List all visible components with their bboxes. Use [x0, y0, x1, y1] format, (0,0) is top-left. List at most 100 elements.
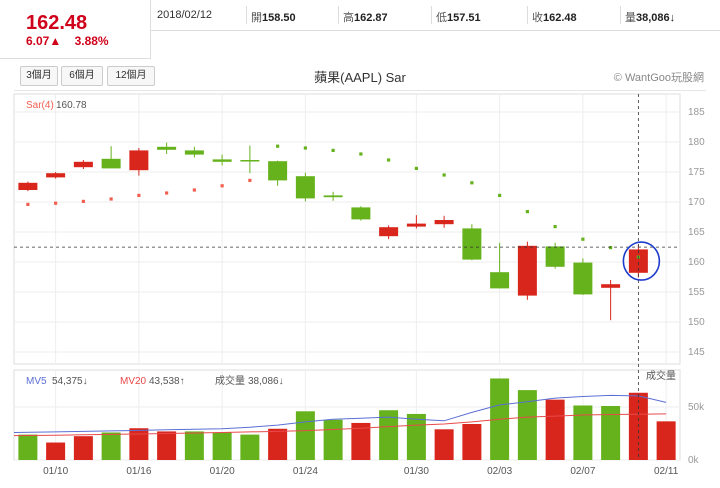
- candle-body: [268, 161, 288, 181]
- volume-y-tick: 50k: [688, 402, 705, 413]
- candle-body: [545, 246, 565, 267]
- sar-dot: [26, 202, 30, 206]
- candle-body: [573, 262, 593, 295]
- candle-body: [46, 173, 66, 178]
- sar-dot: [303, 146, 307, 150]
- mv5-line: [13, 394, 667, 433]
- sar-dot: [609, 246, 613, 250]
- candle-body: [434, 220, 454, 225]
- candle-body: [351, 207, 371, 220]
- candle-body: [184, 150, 204, 155]
- mv20-legend-value: 43,538↑: [149, 376, 185, 387]
- candle-body: [295, 176, 315, 199]
- candle-body: [73, 161, 93, 168]
- overlay: [14, 94, 680, 460]
- candle-body: [101, 158, 121, 169]
- price-y-tick: 155: [688, 287, 705, 298]
- candle-body: [212, 159, 232, 162]
- sar-dot: [54, 201, 58, 205]
- x-axis: 01/10 01/16 01/20 01/24 01/30 02/03 02/07 02/11: [43, 466, 679, 477]
- chart-toolbar: 蘋果(AAPL) Sar 3個月 6個月 12個月 © WantGoo玩股網: [14, 60, 706, 91]
- volume-bar: [157, 431, 177, 460]
- quote-panel: 162.48 6.07▲ 3.88%: [0, 0, 151, 59]
- sar-dot: [498, 193, 502, 197]
- range-3m-button[interactable]: 3個月: [20, 66, 58, 86]
- x-tick-label: 02/03: [487, 466, 512, 477]
- candle-body: [517, 245, 537, 296]
- candle-body: [323, 195, 343, 198]
- volume-legend-name: 成交量: [215, 374, 245, 387]
- sar-dot: [220, 184, 224, 188]
- volume-y-tick: 0k: [688, 455, 700, 466]
- chart-title: 蘋果(AAPL) Sar: [314, 70, 406, 85]
- mv20-line: [13, 413, 667, 437]
- mv5-legend-value: 54,375↓: [52, 376, 88, 387]
- volume-bar: [351, 422, 371, 460]
- volume-bar: [545, 399, 565, 460]
- change-amount: 6.07▲: [26, 34, 62, 48]
- x-tick-label: 01/16: [126, 466, 151, 477]
- price-y-tick: 185: [688, 107, 705, 118]
- x-tick-label: 01/30: [404, 466, 429, 477]
- sar-dot: [109, 197, 113, 201]
- price-y-tick: 180: [688, 137, 705, 148]
- mv20-legend-name: MV20: [120, 376, 147, 387]
- volume-bar: [379, 410, 399, 460]
- price-change: 6.07▲ 3.88%: [26, 34, 119, 48]
- price-frame: [13, 93, 681, 365]
- range-12m-button[interactable]: 12個月: [107, 66, 155, 86]
- info-volume: 量38,086↓: [625, 12, 676, 24]
- price-pane: 185 180 175 170 165 160 155 150 145 Sar(4) 160.78: [13, 93, 705, 365]
- volume-bar: [184, 431, 204, 460]
- price-y-tick: 170: [688, 197, 705, 208]
- candle-body: [157, 146, 177, 150]
- sar-dot: [137, 193, 141, 197]
- volume-bar: [573, 405, 593, 460]
- volume-bar: [295, 411, 315, 460]
- volume-bar: [73, 436, 93, 460]
- sar-dot: [248, 178, 252, 182]
- info-open: 開158.50: [251, 12, 296, 24]
- sar-dot: [81, 199, 85, 203]
- sar-dot: [387, 158, 391, 162]
- volume-bar: [406, 413, 426, 460]
- candle-body: [462, 228, 482, 260]
- sar-dot: [331, 148, 335, 152]
- sar-legend-value: 160.78: [56, 100, 87, 111]
- volume-bar: [129, 428, 149, 460]
- volume-bar: [18, 434, 38, 460]
- volume-bar: [656, 421, 676, 460]
- sar-dot: [525, 210, 529, 214]
- sar-dot: [359, 152, 363, 156]
- volume-axis-label: 成交量: [646, 369, 676, 382]
- sar-legend-name: Sar(4): [26, 100, 54, 111]
- mv5-legend-name: MV5: [26, 376, 47, 387]
- sar-dot: [414, 166, 418, 170]
- volume-bar: [101, 432, 121, 460]
- volume-bar: [240, 434, 260, 460]
- sar-dot: [192, 188, 196, 192]
- x-tick-label: 01/10: [43, 466, 68, 477]
- range-6m-button[interactable]: 6個月: [61, 66, 103, 86]
- price-y-tick: 160: [688, 257, 705, 268]
- price-y-tick: 175: [688, 167, 705, 178]
- volume-bar: [601, 406, 621, 460]
- candle-body: [129, 150, 149, 171]
- info-high: 高162.87: [343, 12, 388, 24]
- volume-bar: [268, 428, 288, 460]
- sar-dot: [553, 225, 557, 229]
- volume-bar: [323, 419, 343, 460]
- x-tick-label: 01/24: [293, 466, 318, 477]
- x-tick-label: 01/20: [210, 466, 235, 477]
- volume-bar: [212, 432, 232, 460]
- sar-dot: [442, 173, 446, 177]
- candle-body: [18, 182, 38, 190]
- volume-bar: [46, 442, 66, 460]
- candle-body: [628, 249, 648, 273]
- candle-body: [240, 160, 260, 162]
- annotation-circle: [622, 241, 661, 281]
- info-close: 收162.48: [532, 12, 577, 24]
- price-y-tick: 145: [688, 347, 705, 358]
- candle-body: [490, 272, 510, 289]
